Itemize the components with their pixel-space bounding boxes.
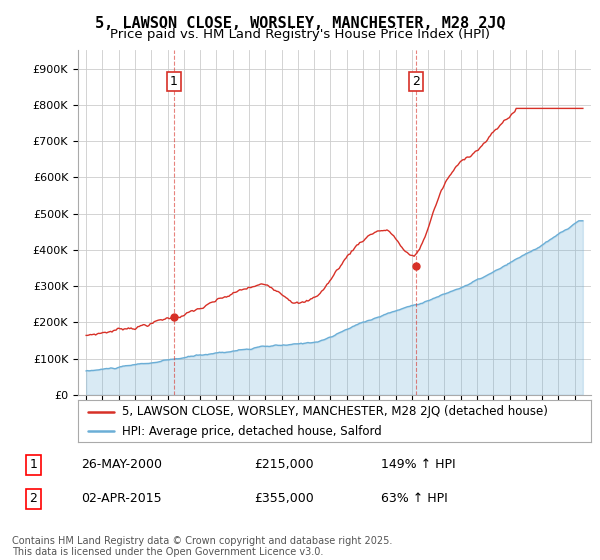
- Text: 63% ↑ HPI: 63% ↑ HPI: [380, 492, 448, 505]
- Text: £355,000: £355,000: [254, 492, 314, 505]
- Text: £215,000: £215,000: [254, 458, 314, 472]
- Text: 2: 2: [412, 75, 420, 88]
- Text: Price paid vs. HM Land Registry's House Price Index (HPI): Price paid vs. HM Land Registry's House …: [110, 28, 490, 41]
- Text: 5, LAWSON CLOSE, WORSLEY, MANCHESTER, M28 2JQ: 5, LAWSON CLOSE, WORSLEY, MANCHESTER, M2…: [95, 16, 505, 31]
- Text: Contains HM Land Registry data © Crown copyright and database right 2025.
This d: Contains HM Land Registry data © Crown c…: [12, 535, 392, 557]
- Text: HPI: Average price, detached house, Salford: HPI: Average price, detached house, Salf…: [122, 424, 382, 437]
- Text: 1: 1: [29, 458, 37, 472]
- Text: 2: 2: [29, 492, 37, 505]
- Text: 26-MAY-2000: 26-MAY-2000: [81, 458, 162, 472]
- Text: 1: 1: [170, 75, 178, 88]
- Text: 149% ↑ HPI: 149% ↑ HPI: [380, 458, 455, 472]
- Text: 02-APR-2015: 02-APR-2015: [81, 492, 162, 505]
- Text: 5, LAWSON CLOSE, WORSLEY, MANCHESTER, M28 2JQ (detached house): 5, LAWSON CLOSE, WORSLEY, MANCHESTER, M2…: [122, 405, 547, 418]
